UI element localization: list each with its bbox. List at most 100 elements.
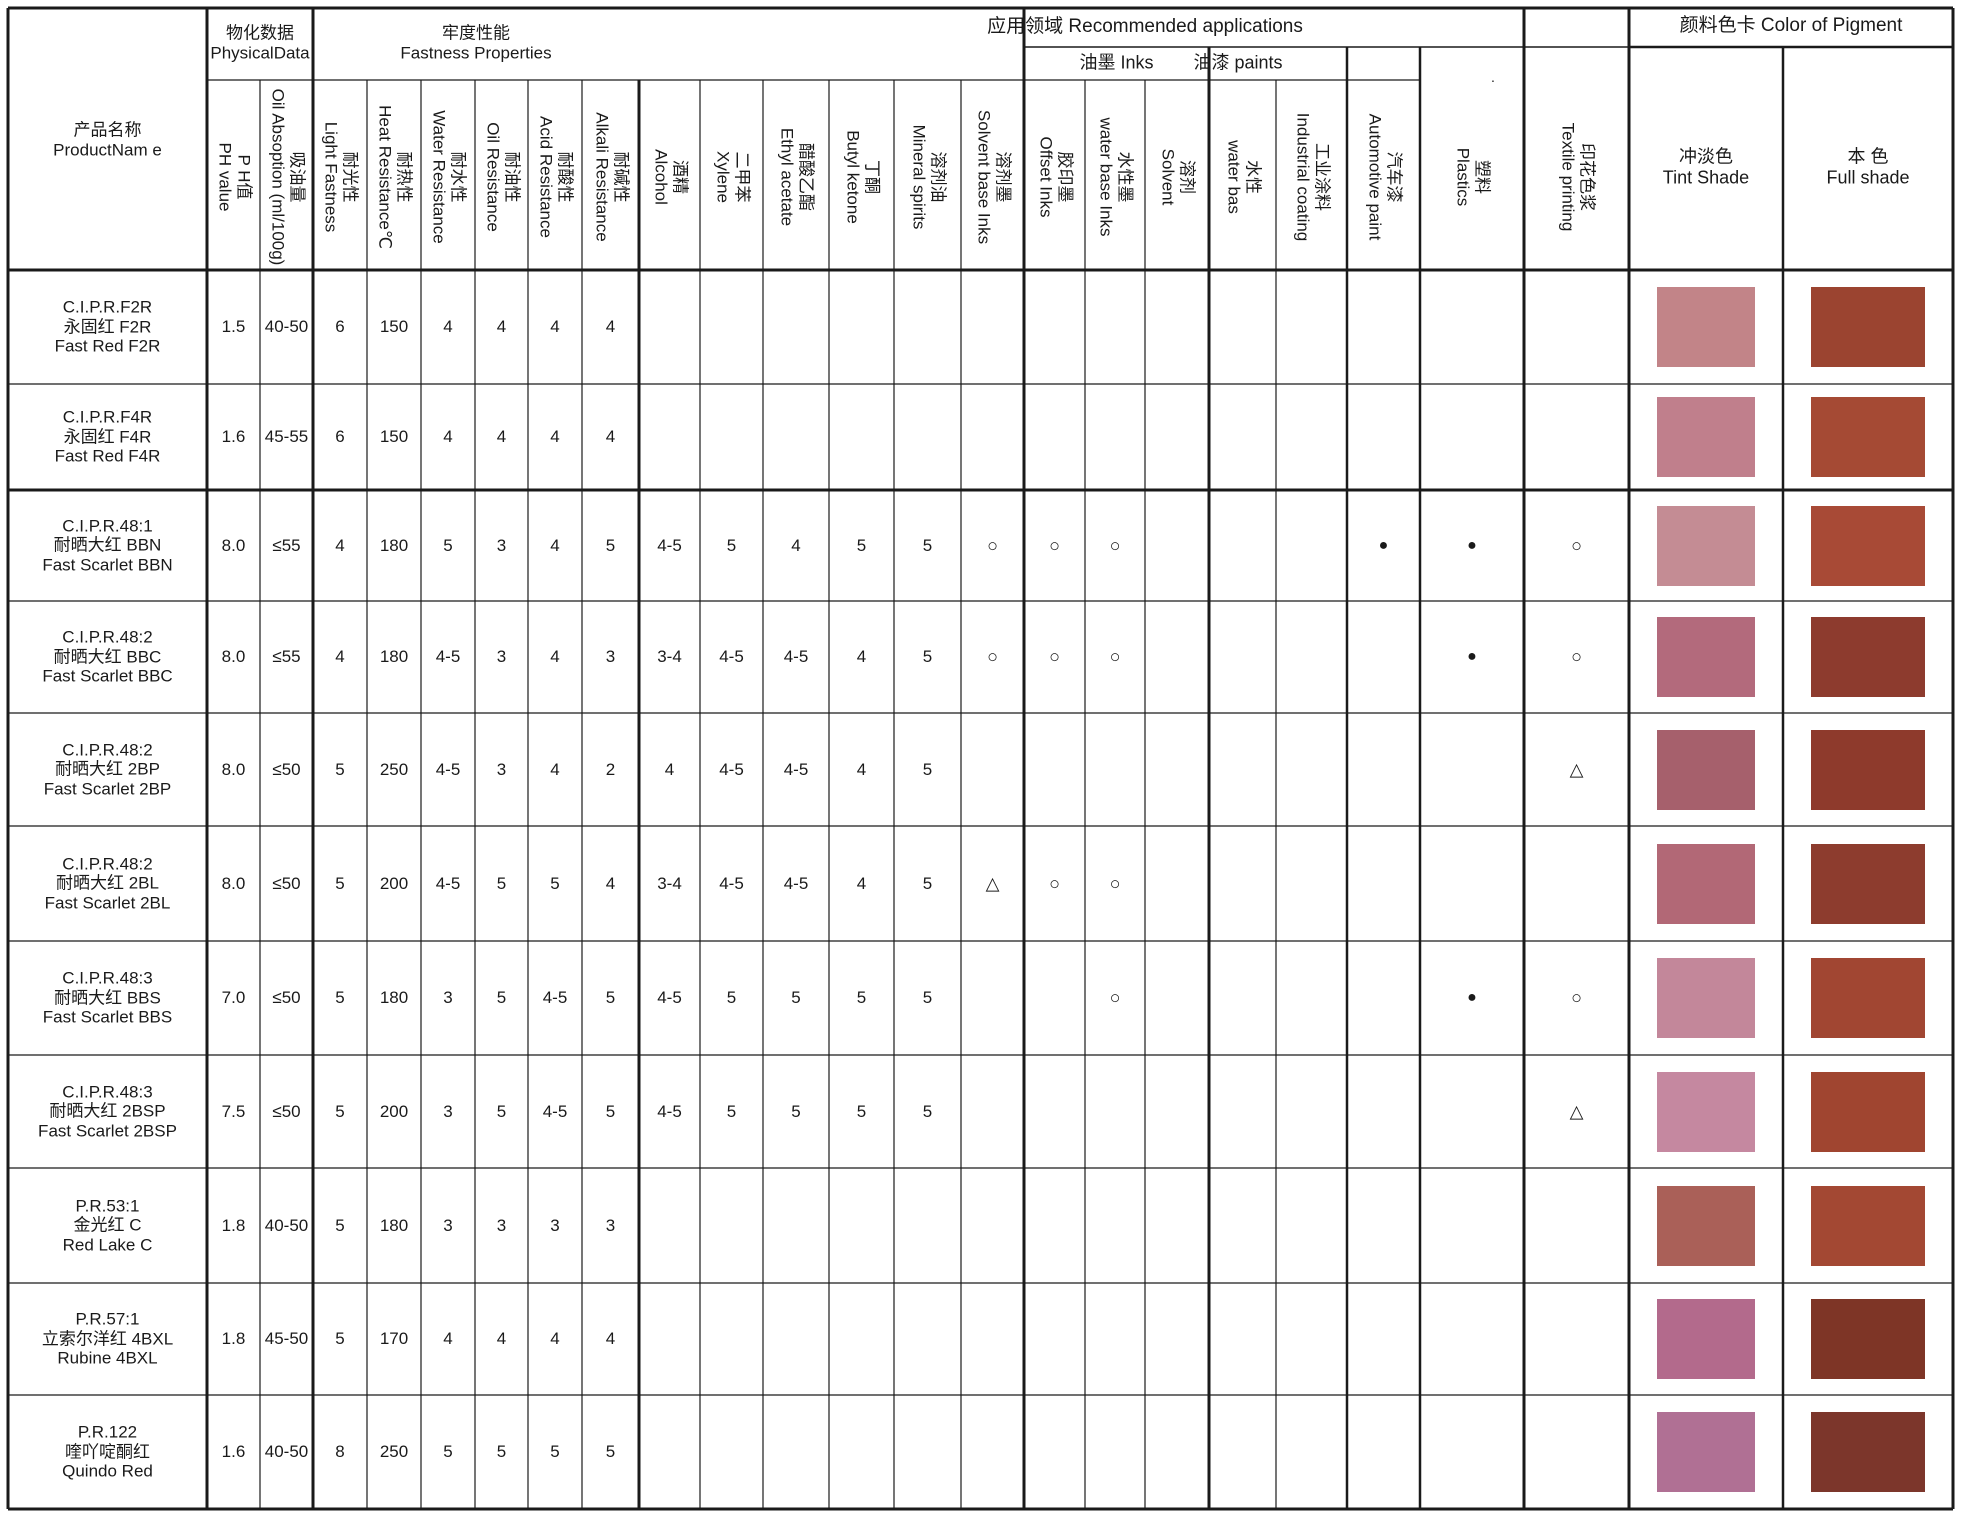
column-header-line: 醋酸乙酯 <box>796 143 816 211</box>
table-cell-value: 5 <box>335 1101 345 1121</box>
column-header-line: Automotive paint <box>1365 113 1385 241</box>
table-cell-value: 4-5 <box>542 988 568 1008</box>
table-cell-value: 5 <box>496 1101 507 1121</box>
table-cell-value: 1.8 <box>221 1215 246 1235</box>
column-header-line: Ethyl acetate <box>778 127 797 227</box>
table-cell-value: ≤50 <box>272 988 301 1008</box>
table-cell-value: 5 <box>922 647 933 667</box>
table-cell-value: 3 <box>605 1215 616 1235</box>
column-header-solvent_paint: 溶剂 Solvent <box>1158 149 1197 206</box>
table-cell-value: 1.5 <box>221 317 246 337</box>
column-header-ethyl_acetate: 醋酸乙酯 Ethyl acetate <box>777 127 816 227</box>
column-header-line: water bas <box>1224 140 1244 214</box>
table-cell-value: 250 <box>379 1442 409 1462</box>
table-cell-value: 40-50 <box>264 317 309 337</box>
table-cell-value: 5 <box>605 1442 616 1462</box>
product-name-cell: C.I.P.R.48:1 耐晒大红 BBN Fast Scarlet BBN <box>42 516 172 575</box>
application-mark: ● <box>1378 536 1389 554</box>
column-header-line: P H值 <box>234 154 254 200</box>
product-name-cell-line: Red Lake C <box>62 1235 153 1255</box>
column-header-line: Water Resistance <box>430 110 449 244</box>
table-cell-value: 4-5 <box>657 988 682 1008</box>
table-cell-value: 4 <box>550 535 560 555</box>
column-header-line: 耐光性 <box>340 151 360 203</box>
table-cell-value: 4-5 <box>435 759 461 779</box>
column-header-light: 耐光性 Light Fastness <box>321 122 360 233</box>
product-name-cell-line: 金光红 C <box>73 1215 142 1235</box>
column-header-line: Oil Absoption (ml/100g) <box>268 88 288 266</box>
product-name-cell: C.I.P.R.F4R 永固红 F4R Fast Red F4R <box>55 408 161 467</box>
column-header-line: Butyl ketone <box>843 130 863 224</box>
plastics-dot: · <box>1490 71 1496 88</box>
table-cell-value: 4 <box>605 317 616 337</box>
column-header-line: 胶印墨 <box>1055 151 1075 203</box>
column-header-heat: 耐热性 Heat Resistance℃ <box>375 105 414 249</box>
table-cell-value: 4 <box>550 427 560 447</box>
full-shade-header: 本 色 Full shade <box>1826 146 1909 187</box>
table-cell-value: 4-5 <box>719 647 744 667</box>
product-name-cell-line: Fast Scarlet 2BP <box>43 779 172 799</box>
product-name-cell: P.R.53:1 金光红 C Red Lake C <box>63 1196 153 1255</box>
application-mark: ● <box>1467 647 1477 665</box>
table-cell-value: ≤50 <box>272 873 301 893</box>
application-mark: ○ <box>1109 987 1121 1008</box>
product-name-cell-line: P.R.53:1 <box>75 1196 140 1216</box>
column-header-water_inks: 水性墨 water base Inks <box>1096 117 1135 236</box>
column-header-line: Oil Resistance <box>483 122 503 232</box>
table-cell-value: 4-5 <box>783 873 809 893</box>
tint-shade-swatch <box>1657 617 1755 697</box>
column-header-line: 水性 <box>1243 159 1263 194</box>
product-name-header: 产品名称 ProductNam e <box>53 120 162 159</box>
table-cell-value: 4-5 <box>657 1101 682 1121</box>
product-name-cell: P.R.122 喹吖啶酮红 Quindo Red <box>62 1423 153 1482</box>
applications-header: 应用领域 Recommended applications <box>987 16 1303 38</box>
application-mark: ○ <box>987 535 998 556</box>
product-name-cell-line: C.I.P.R.48:3 <box>62 968 153 988</box>
product-name-cell-line: Fast Scarlet BBS <box>42 1007 173 1027</box>
table-cell-value: 5 <box>496 1442 507 1462</box>
full-shade-header-line: Full shade <box>1826 167 1910 187</box>
column-header-water: 耐水性 Water Resistance <box>429 110 468 244</box>
table-cell-value: 4 <box>496 1329 507 1349</box>
product-name-cell-line: 永固红 F2R <box>63 317 152 337</box>
application-mark: △ <box>985 873 1000 894</box>
table-cell-value: 4 <box>550 647 560 667</box>
column-header-textile: 印花色浆 Textile printing <box>1558 123 1597 232</box>
product-name-cell-line: C.I.P.R.48:2 <box>62 854 153 874</box>
column-header-line: 耐热性 <box>394 151 414 203</box>
product-name-cell-line: 耐晒大红 BBN <box>53 535 162 555</box>
tint-shade-swatch <box>1657 287 1755 367</box>
column-header-line: 塑料 <box>1472 159 1492 194</box>
column-header-mineral_spirits: 溶剂油 Mineral spirits <box>909 125 948 230</box>
column-header-offset_inks: 胶印墨 Offset Inks <box>1036 137 1075 218</box>
product-name-cell-line: 耐晒大红 2BL <box>56 873 159 893</box>
table-cell-value: 5 <box>335 1215 345 1235</box>
table-cell-value: 45-55 <box>264 427 309 447</box>
table-cell-value: 3 <box>605 647 616 667</box>
column-header-line: Solvent base Inks <box>974 109 994 245</box>
full-shade-swatch <box>1811 1071 1925 1152</box>
table-cell-value: 4 <box>443 1329 453 1349</box>
table-cell-value: 5 <box>856 1101 867 1121</box>
tint-shade-swatch <box>1657 958 1755 1038</box>
full-shade-swatch <box>1811 617 1925 697</box>
tint-shade-swatch <box>1657 505 1755 586</box>
table-cell-value: 5 <box>922 759 933 779</box>
table-cell-value: 4 <box>550 317 560 337</box>
table-cell-value: 5 <box>922 1101 933 1121</box>
column-header-line: Acid Resistance <box>537 116 556 238</box>
product-name-cell-line: C.I.P.R.48:2 <box>62 627 153 647</box>
tint-shade-swatch <box>1657 1071 1755 1152</box>
physical-data-header-line: PhysicalData <box>210 43 310 62</box>
product-name-cell-line: P.R.57:1 <box>75 1309 140 1329</box>
column-header-line: 吸油量 <box>287 151 307 203</box>
table-cell-value: 3 <box>443 1215 453 1235</box>
inks-header: 油墨 Inks <box>1079 52 1154 73</box>
table-cell-value: 5 <box>856 988 867 1008</box>
table-cell-value: 5 <box>605 535 616 555</box>
product-name-cell-line: 耐晒大红 BBS <box>54 988 161 1008</box>
table-cell-value: 5 <box>335 873 345 893</box>
product-name-cell-line: Fast Scarlet 2BSP <box>38 1121 177 1141</box>
tint-shade-header-line: 冲淡色 <box>1678 146 1733 167</box>
product-name-cell-line: 喹吖啶酮红 <box>64 1442 150 1462</box>
